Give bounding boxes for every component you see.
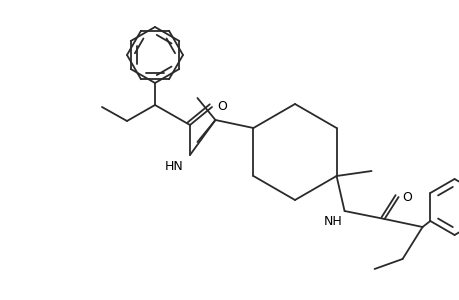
Text: O: O: [217, 100, 226, 113]
Text: O: O: [402, 190, 412, 203]
Text: HN: HN: [165, 160, 184, 173]
Text: NH: NH: [323, 215, 342, 228]
